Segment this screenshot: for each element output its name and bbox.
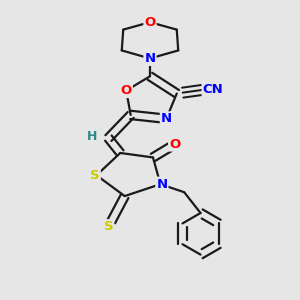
Text: N: N (144, 52, 156, 65)
Text: S: S (90, 169, 100, 182)
Text: S: S (103, 220, 113, 233)
Text: O: O (169, 138, 180, 151)
Text: N: N (161, 112, 172, 125)
Text: O: O (144, 16, 156, 29)
Text: O: O (121, 84, 132, 97)
Text: CN: CN (202, 83, 224, 96)
Text: N: N (156, 178, 167, 191)
Text: H: H (87, 130, 97, 143)
